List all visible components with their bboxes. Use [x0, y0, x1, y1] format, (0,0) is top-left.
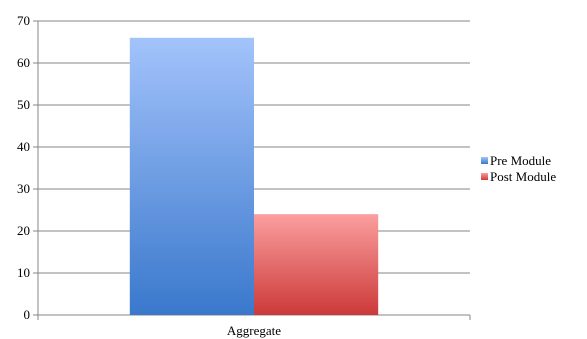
y-tick-label: 40 — [17, 139, 30, 154]
y-tick-label: 20 — [17, 223, 30, 238]
tick-labels: 0 10 20 30 40 50 60 70 Aggregate — [17, 13, 281, 338]
x-tick-label: Aggregate — [227, 323, 281, 338]
y-tick-label: 30 — [17, 181, 30, 196]
y-tick-label: 10 — [17, 265, 30, 280]
legend-swatch — [481, 173, 488, 180]
legend-label: Pre Module — [490, 153, 551, 168]
y-tick-label: 0 — [24, 307, 31, 322]
y-tick-label: 70 — [17, 13, 30, 28]
bar-pre-module — [129, 37, 254, 316]
bar-post-module — [254, 214, 379, 315]
legend-swatch — [481, 157, 488, 164]
bars — [129, 37, 379, 316]
legend-label: Post Module — [490, 169, 556, 184]
y-tick-label: 60 — [17, 55, 30, 70]
y-tick-label: 50 — [17, 97, 30, 112]
